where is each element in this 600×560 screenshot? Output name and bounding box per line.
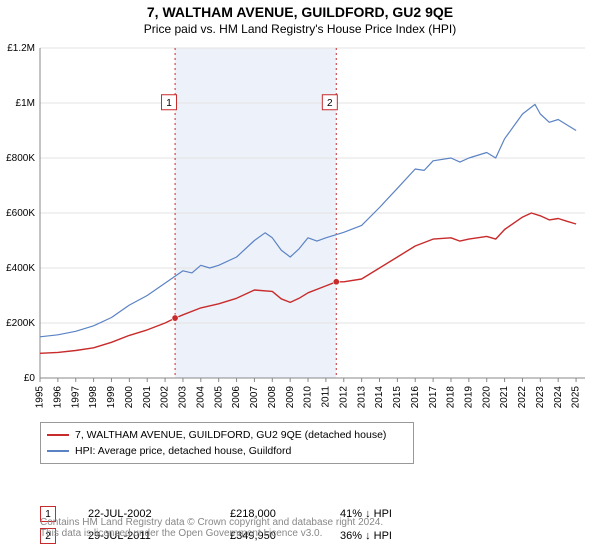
svg-text:2012: 2012 xyxy=(338,386,349,409)
svg-text:2023: 2023 xyxy=(535,386,546,409)
svg-text:2006: 2006 xyxy=(231,386,242,409)
svg-text:1999: 1999 xyxy=(106,386,117,409)
svg-text:2016: 2016 xyxy=(410,386,421,409)
svg-text:1997: 1997 xyxy=(70,386,81,409)
footer-attribution: Contains HM Land Registry data © Crown c… xyxy=(40,517,383,539)
legend-row: 7, WALTHAM AVENUE, GUILDFORD, GU2 9QE (d… xyxy=(47,427,407,443)
legend-swatch xyxy=(47,450,69,452)
legend-label: 7, WALTHAM AVENUE, GUILDFORD, GU2 9QE (d… xyxy=(75,429,386,441)
svg-text:2013: 2013 xyxy=(356,386,367,409)
svg-text:2020: 2020 xyxy=(481,386,492,409)
svg-text:2017: 2017 xyxy=(428,386,439,409)
svg-text:2009: 2009 xyxy=(285,386,296,409)
price-chart: £0 £200K £400K £600K £800K £1M £1.2M 1995 1996 19… xyxy=(0,0,600,420)
svg-text:2: 2 xyxy=(327,98,333,109)
svg-text:2002: 2002 xyxy=(160,386,171,409)
svg-text:2018: 2018 xyxy=(446,386,457,409)
svg-text:2007: 2007 xyxy=(249,386,260,409)
footer-line-2: This data is licensed under the Open Gov… xyxy=(40,528,383,539)
svg-text:2008: 2008 xyxy=(267,386,278,409)
legend-label: HPI: Average price, detached house, Guil… xyxy=(75,445,291,457)
svg-text:2015: 2015 xyxy=(392,386,403,409)
svg-text:2010: 2010 xyxy=(303,386,314,409)
svg-text:2003: 2003 xyxy=(178,386,189,409)
svg-text:2021: 2021 xyxy=(499,386,510,409)
legend: 7, WALTHAM AVENUE, GUILDFORD, GU2 9QE (d… xyxy=(40,422,414,464)
svg-text:1: 1 xyxy=(166,98,172,109)
svg-text:2001: 2001 xyxy=(142,386,153,409)
svg-text:£400K: £400K xyxy=(6,263,35,274)
svg-text:2000: 2000 xyxy=(124,386,135,409)
svg-text:2019: 2019 xyxy=(463,386,474,409)
svg-text:2011: 2011 xyxy=(321,386,332,408)
svg-text:£200K: £200K xyxy=(6,318,35,329)
figure-container: 7, WALTHAM AVENUE, GUILDFORD, GU2 9QE Pr… xyxy=(0,0,600,560)
svg-text:2004: 2004 xyxy=(195,386,206,409)
svg-text:1996: 1996 xyxy=(53,386,64,409)
svg-text:2005: 2005 xyxy=(213,386,224,409)
legend-row: HPI: Average price, detached house, Guil… xyxy=(47,443,407,459)
svg-text:£1M: £1M xyxy=(16,98,35,109)
footer-line-1: Contains HM Land Registry data © Crown c… xyxy=(40,517,383,528)
svg-text:£600K: £600K xyxy=(6,208,35,219)
svg-text:1995: 1995 xyxy=(35,386,46,409)
svg-text:£1.2M: £1.2M xyxy=(7,43,35,54)
svg-text:2022: 2022 xyxy=(517,386,528,409)
svg-text:2025: 2025 xyxy=(571,386,582,409)
svg-text:£800K: £800K xyxy=(6,153,35,164)
svg-text:2024: 2024 xyxy=(553,386,564,409)
svg-text:1998: 1998 xyxy=(88,386,99,409)
svg-text:£0: £0 xyxy=(24,373,36,384)
legend-swatch xyxy=(47,434,69,436)
svg-text:2014: 2014 xyxy=(374,386,385,409)
